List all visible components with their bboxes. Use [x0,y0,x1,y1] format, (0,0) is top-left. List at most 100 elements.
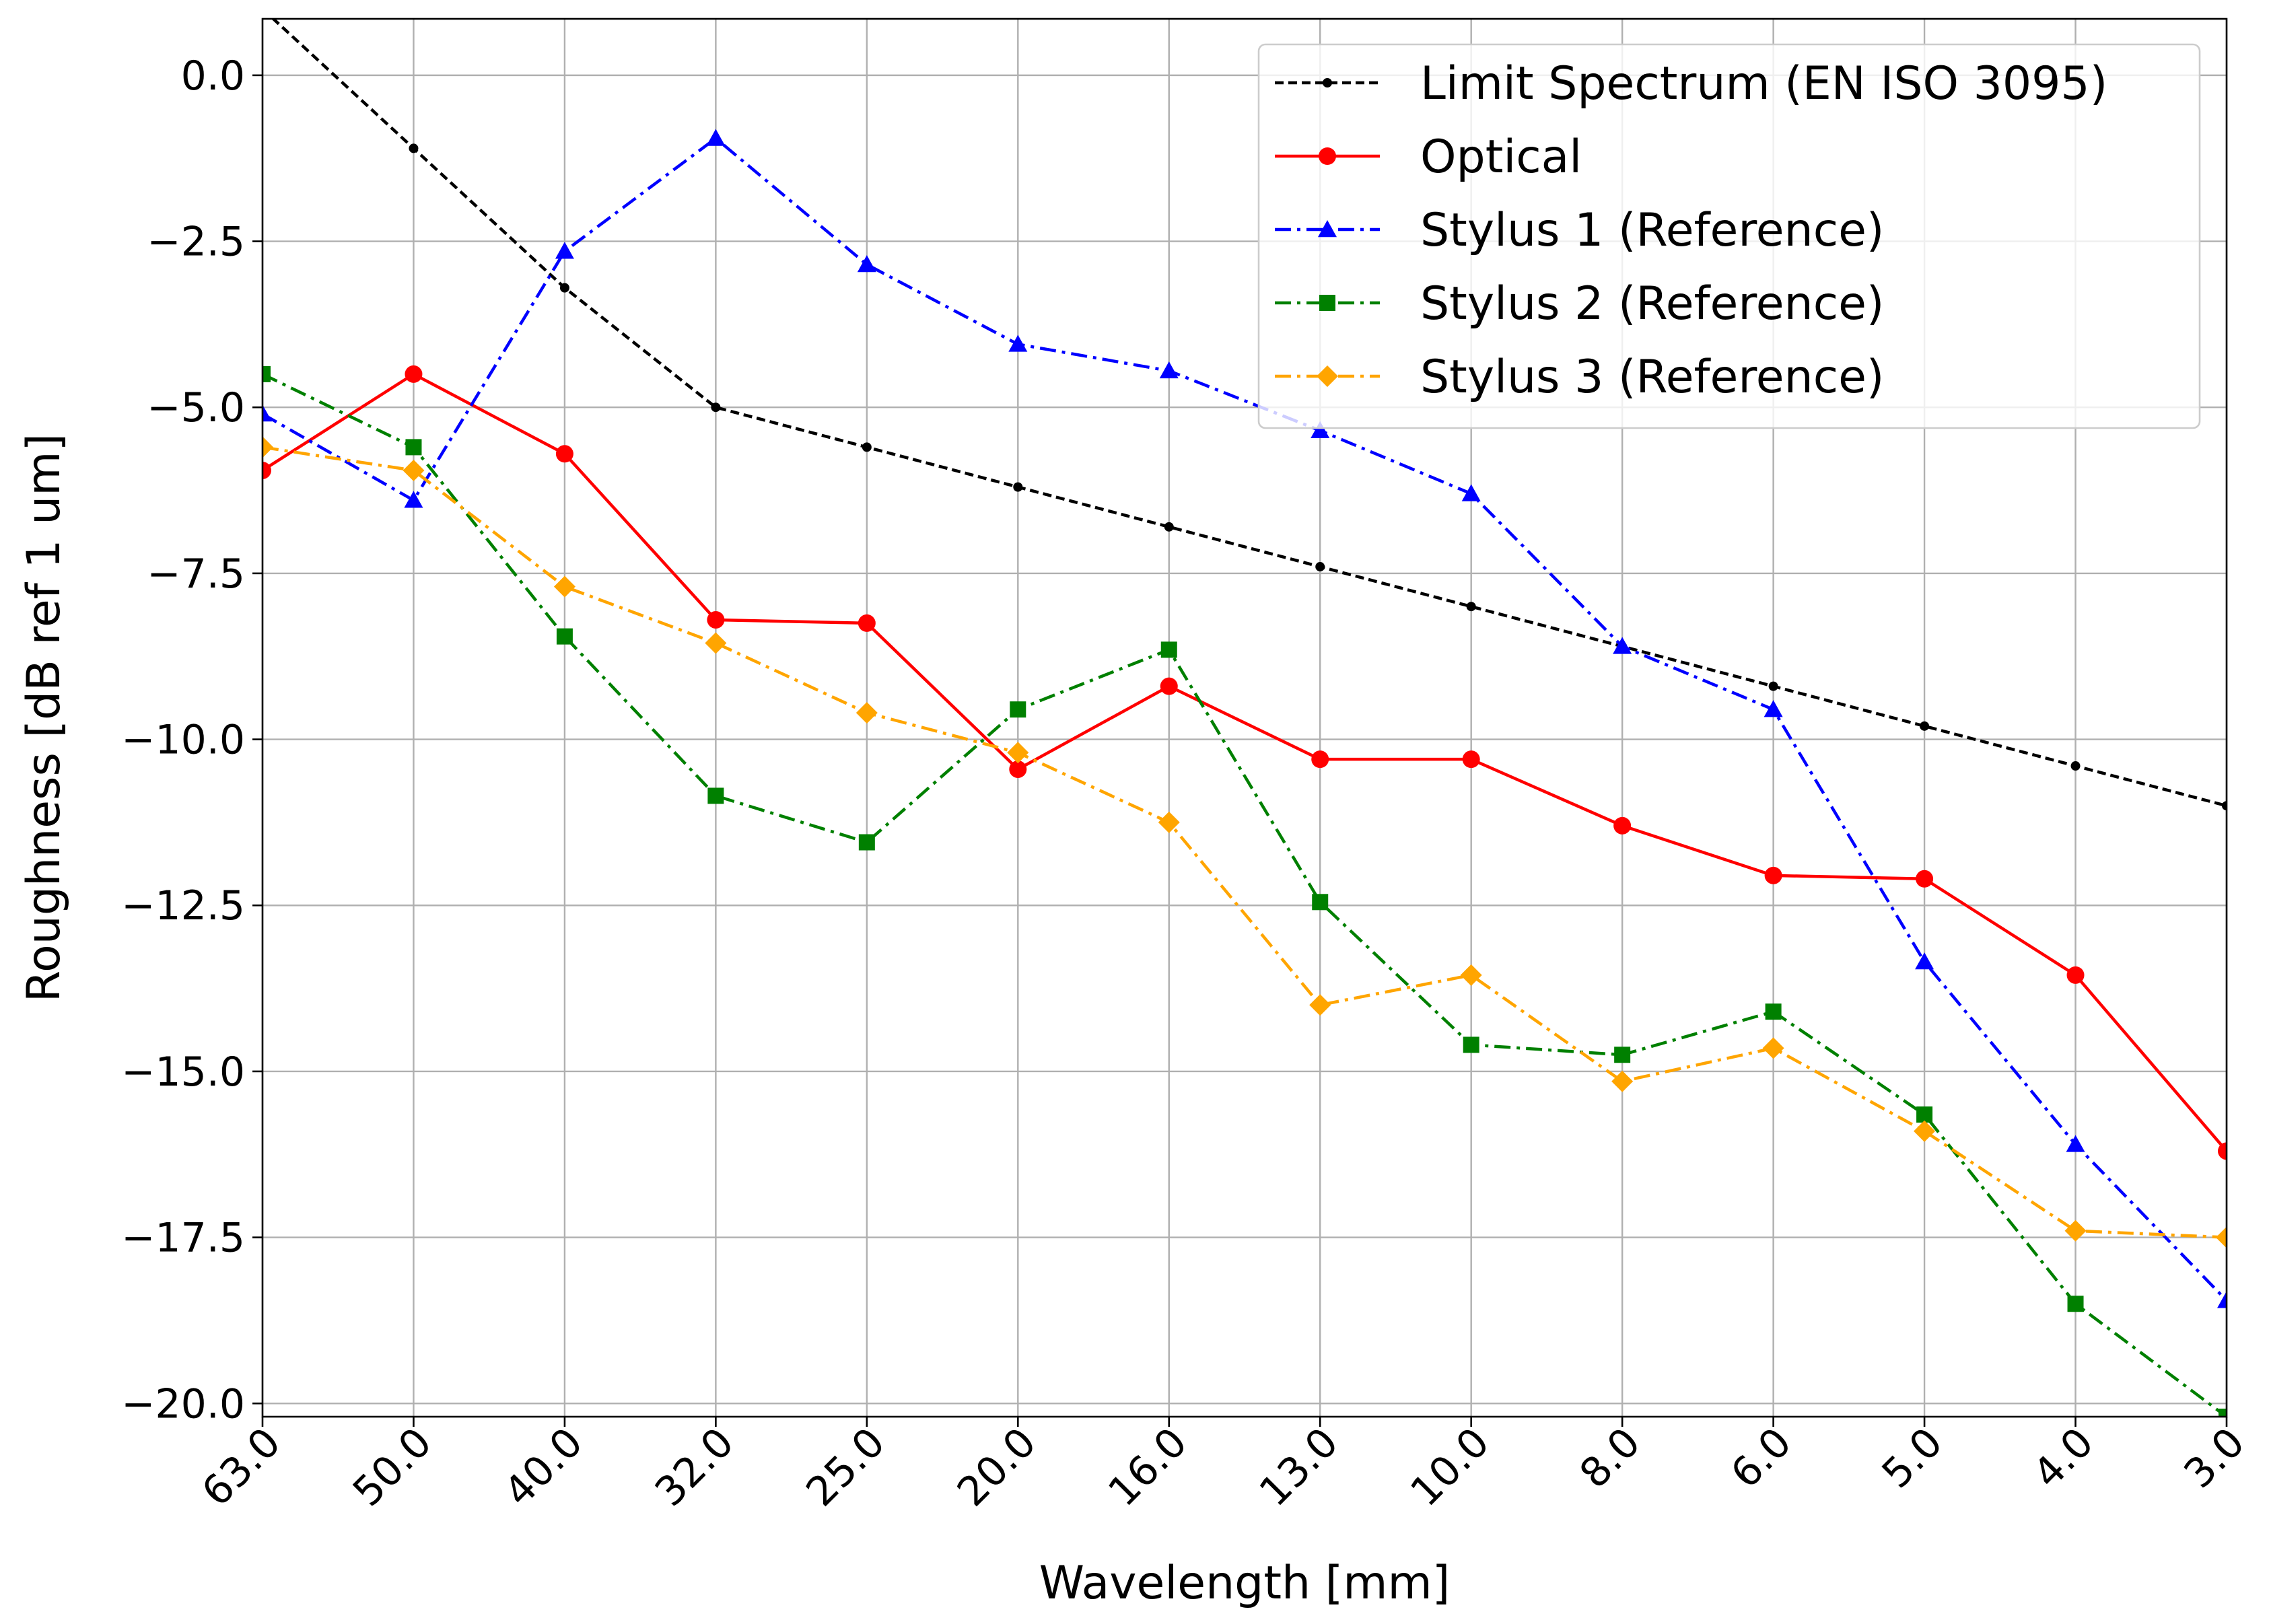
data-point [1164,522,1174,532]
legend-marker [1323,78,1332,87]
data-point [706,129,726,146]
data-point [1160,677,1178,695]
x-tick-label: 5.0 [1873,1419,1952,1497]
data-point [858,614,876,632]
x-tick-label: 50.0 [344,1419,441,1516]
data-point [403,459,425,481]
data-point [1160,641,1177,658]
data-point [2064,1220,2087,1242]
y-axis-label: Roughness [dB ref 1 um] [18,433,71,1002]
legend: Limit Spectrum (EN ISO 3095) Optical Stylu… [1257,43,2201,429]
data-point [1158,811,1180,833]
data-point [2216,1226,2227,1248]
series-3 [263,129,2227,1308]
data-point [2219,1409,2227,1417]
legend-label: Stylus 1 (Reference) [1420,204,1884,257]
data-point [1762,1037,1784,1059]
data-point [263,436,273,458]
data-point [707,610,725,629]
data-point [705,632,727,654]
x-tick-label: 40.0 [495,1419,592,1516]
series-line [271,19,2227,808]
data-point [263,461,271,479]
legend-marker [1319,295,1335,311]
legend-frame [1257,43,2201,429]
data-point [405,439,422,456]
data-point [1159,361,1179,379]
data-point [1462,750,1480,769]
data-point [409,143,419,153]
series-line [263,137,2227,1302]
data-point [1013,482,1023,492]
legend-label: Stylus 2 (Reference) [1420,277,1884,330]
data-point [1460,964,1482,986]
y-tick-label: −10.0 [121,717,245,764]
data-point [1614,1047,1631,1063]
legend-marker [1317,365,1338,387]
x-tick-label: 16.0 [1099,1419,1196,1516]
series-5 [263,436,2227,1248]
legend-label: Stylus 3 (Reference) [1420,351,1884,404]
data-point [1764,700,1783,717]
data-point [2066,966,2085,984]
data-point [263,404,272,422]
data-point [1010,701,1026,718]
data-point [404,491,423,508]
axes-frame [261,17,2228,1418]
data-point [1768,681,1778,691]
x-tick-label: 13.0 [1251,1419,1348,1516]
y-tick-label: −15.0 [121,1049,245,1096]
data-point [858,834,875,851]
data-point [1463,1036,1479,1053]
data-point [1461,484,1481,501]
data-point [1915,952,1934,970]
x-tick-label: 32.0 [646,1419,743,1516]
x-tick-label: 20.0 [948,1419,1045,1516]
data-point [1764,866,1782,884]
data-point [1611,1070,1634,1092]
data-point [707,787,724,804]
data-point [556,628,573,645]
data-point [1466,602,1476,612]
y-tick-label: −2.5 [147,219,245,266]
series-layer [258,4,2227,1417]
series-4 [263,365,2227,1417]
data-point [1914,1120,1936,1142]
x-tick-label: 25.0 [797,1419,894,1516]
x-axis-label: Wavelength [mm] [1039,1557,1451,1610]
data-point [1315,562,1325,572]
data-point [258,4,267,13]
data-point [1765,1003,1782,1020]
legend-label: Limit Spectrum (EN ISO 3095) [1420,57,2107,110]
data-point [555,242,574,259]
data-point [1916,1106,1933,1123]
y-tick-label: −12.5 [121,882,245,929]
data-point [1309,994,1331,1016]
data-point [1920,721,1930,731]
data-point [559,283,569,293]
data-point [2067,1296,2084,1312]
series-2 [263,365,2227,1160]
data-point [1007,742,1029,764]
x-tick-label: 10.0 [1401,1419,1498,1516]
data-point [553,575,575,598]
legend-label: Optical [1420,131,1582,184]
legend-marker [1318,220,1337,238]
data-point [711,402,721,413]
series-line [263,446,2227,1239]
legend-marker [1319,147,1336,165]
x-tick-label: 8.0 [1571,1419,1650,1497]
data-point [2222,801,2227,811]
y-tick-label: −17.5 [121,1215,245,1262]
x-tick-label: 4.0 [2024,1419,2103,1497]
data-point [405,365,423,383]
y-tick-label: −7.5 [147,551,245,598]
y-tick-label: 0.0 [181,52,245,100]
series-line [263,372,2227,1152]
data-point [862,442,872,452]
data-point [1009,760,1027,778]
data-point [856,702,878,724]
data-point [2217,1291,2227,1308]
x-tick-label: 6.0 [1722,1419,1801,1497]
